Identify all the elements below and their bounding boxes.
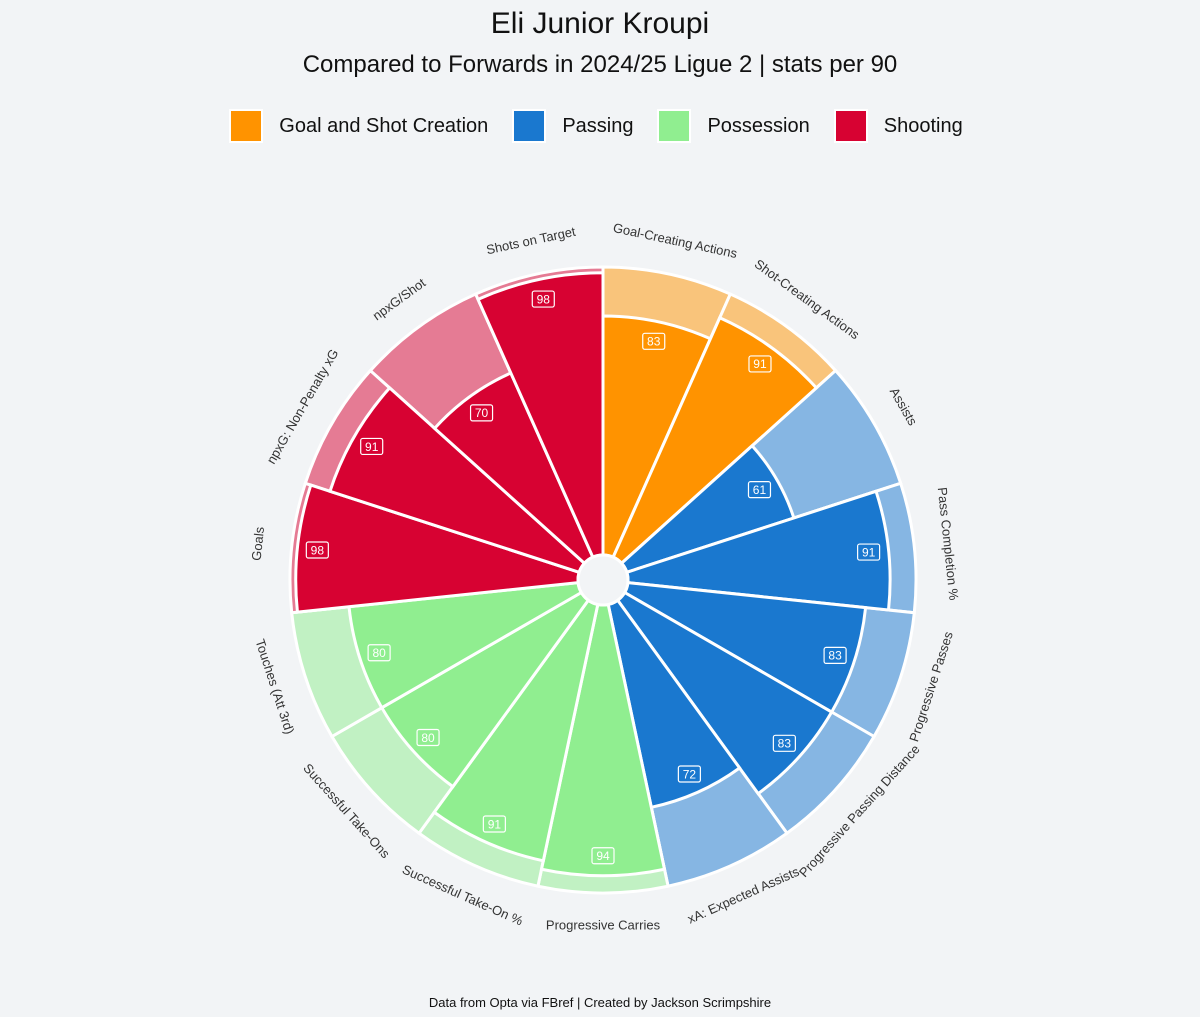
value-label-text: 72 bbox=[683, 767, 697, 781]
value-label-text: 80 bbox=[372, 646, 386, 660]
value-label-box bbox=[823, 646, 847, 665]
axis-label-pass-completion: Pass Completion % bbox=[935, 487, 962, 602]
value-label-progressive-passes: 83 bbox=[823, 646, 847, 665]
value-label-box bbox=[367, 644, 391, 662]
chart-subtitle: Compared to Forwards in 2024/25 Ligue 2 … bbox=[302, 51, 898, 78]
footer-credit: Data from Opta via FBref | Created by Ja… bbox=[428, 995, 772, 1010]
value-label-progressive-carries: 94 bbox=[591, 847, 615, 865]
legend-swatch-shooting bbox=[833, 109, 868, 143]
legend-label-passing: Passing bbox=[562, 115, 634, 137]
legend-swatch-goal-and-shot-creation bbox=[229, 109, 264, 143]
value-label-box bbox=[469, 404, 494, 422]
value-label-successful-take-ons: 80 bbox=[416, 728, 440, 747]
legend-item-passing: Passing bbox=[512, 109, 641, 143]
value-label-box bbox=[482, 815, 506, 833]
center-hole bbox=[576, 553, 630, 607]
value-label-text: 80 bbox=[421, 731, 435, 745]
axis-label-progressive-passes: Progressive Passes bbox=[906, 629, 956, 743]
value-label-text: 98 bbox=[537, 292, 551, 306]
legend-item-possession: Possession bbox=[657, 109, 817, 143]
value-label-box bbox=[677, 765, 701, 783]
value-label-text: 91 bbox=[365, 440, 379, 454]
value-label-npxg-shot: 70 bbox=[469, 404, 494, 422]
value-label-progressive-passing-distance: 83 bbox=[772, 734, 796, 752]
value-label-text: 83 bbox=[647, 335, 661, 349]
axis-label-goal-creating-actions: Goal-Creating Actions bbox=[612, 220, 739, 261]
value-label-text: 98 bbox=[311, 543, 325, 557]
value-label-box bbox=[772, 734, 796, 752]
value-label-box bbox=[642, 332, 666, 350]
value-label-shots-on-target: 98 bbox=[531, 290, 555, 308]
value-label-text: 83 bbox=[828, 649, 842, 663]
value-label-text: 91 bbox=[488, 817, 502, 831]
value-label-box bbox=[305, 541, 329, 559]
value-label-text: 91 bbox=[862, 545, 876, 559]
value-label-box bbox=[416, 728, 440, 747]
value-label-text: 61 bbox=[753, 483, 767, 497]
axis-label-progressive-carries: Progressive Carries bbox=[546, 917, 661, 932]
value-label-touches-att-3rd: 80 bbox=[367, 644, 391, 662]
axis-label-assists: Assists bbox=[887, 385, 921, 429]
value-label-text: 83 bbox=[778, 737, 792, 751]
legend-swatch-possession bbox=[657, 109, 692, 143]
legend-item-shooting: Shooting bbox=[833, 109, 971, 143]
axis-label-goals: Goals bbox=[249, 526, 268, 562]
axis-label-touches-att-3rd: Touches (Att 3rd) bbox=[253, 637, 298, 736]
value-label-box bbox=[747, 481, 772, 499]
chart-title: Eli Junior Kroupi bbox=[490, 7, 710, 40]
value-label-box bbox=[591, 847, 615, 865]
value-label-goal-creating-actions: 83 bbox=[642, 332, 666, 350]
value-label-text: 91 bbox=[753, 357, 767, 371]
legend-swatch-passing bbox=[512, 109, 547, 143]
value-label-box bbox=[360, 437, 384, 456]
value-label-box bbox=[748, 355, 772, 373]
value-label-assists: 61 bbox=[747, 481, 772, 499]
legend-label-shooting: Shooting bbox=[883, 115, 963, 137]
legend-label-goal-and-shot-creation: Goal and Shot Creation bbox=[279, 115, 489, 137]
value-label-shot-creating-actions: 91 bbox=[748, 355, 772, 373]
value-label-box bbox=[531, 290, 555, 308]
axis-label-shots-on-target: Shots on Target bbox=[485, 224, 577, 258]
value-labels: 83 91 61 91 83 83 72 94 91 80 80 98 91 70 98 bbox=[305, 290, 881, 865]
value-label-xa-expected-assists: 72 bbox=[677, 765, 701, 783]
legend-label-possession: Possession bbox=[707, 115, 810, 137]
legend: Goal and Shot Creation Passing Possessio… bbox=[0, 107, 1200, 145]
value-label-successful-take-on: 91 bbox=[482, 815, 506, 833]
axis-label-npxg-shot: npxG/Shot bbox=[370, 275, 429, 323]
value-label-npxg-non-penalty-xg: 91 bbox=[360, 437, 384, 456]
legend-item-goal-and-shot-creation: Goal and Shot Creation bbox=[229, 109, 496, 143]
value-label-goals: 98 bbox=[305, 541, 329, 559]
value-label-text: 94 bbox=[596, 849, 610, 863]
value-label-text: 70 bbox=[475, 406, 489, 420]
value-label-pass-completion: 91 bbox=[857, 543, 881, 561]
value-label-box bbox=[857, 543, 881, 561]
